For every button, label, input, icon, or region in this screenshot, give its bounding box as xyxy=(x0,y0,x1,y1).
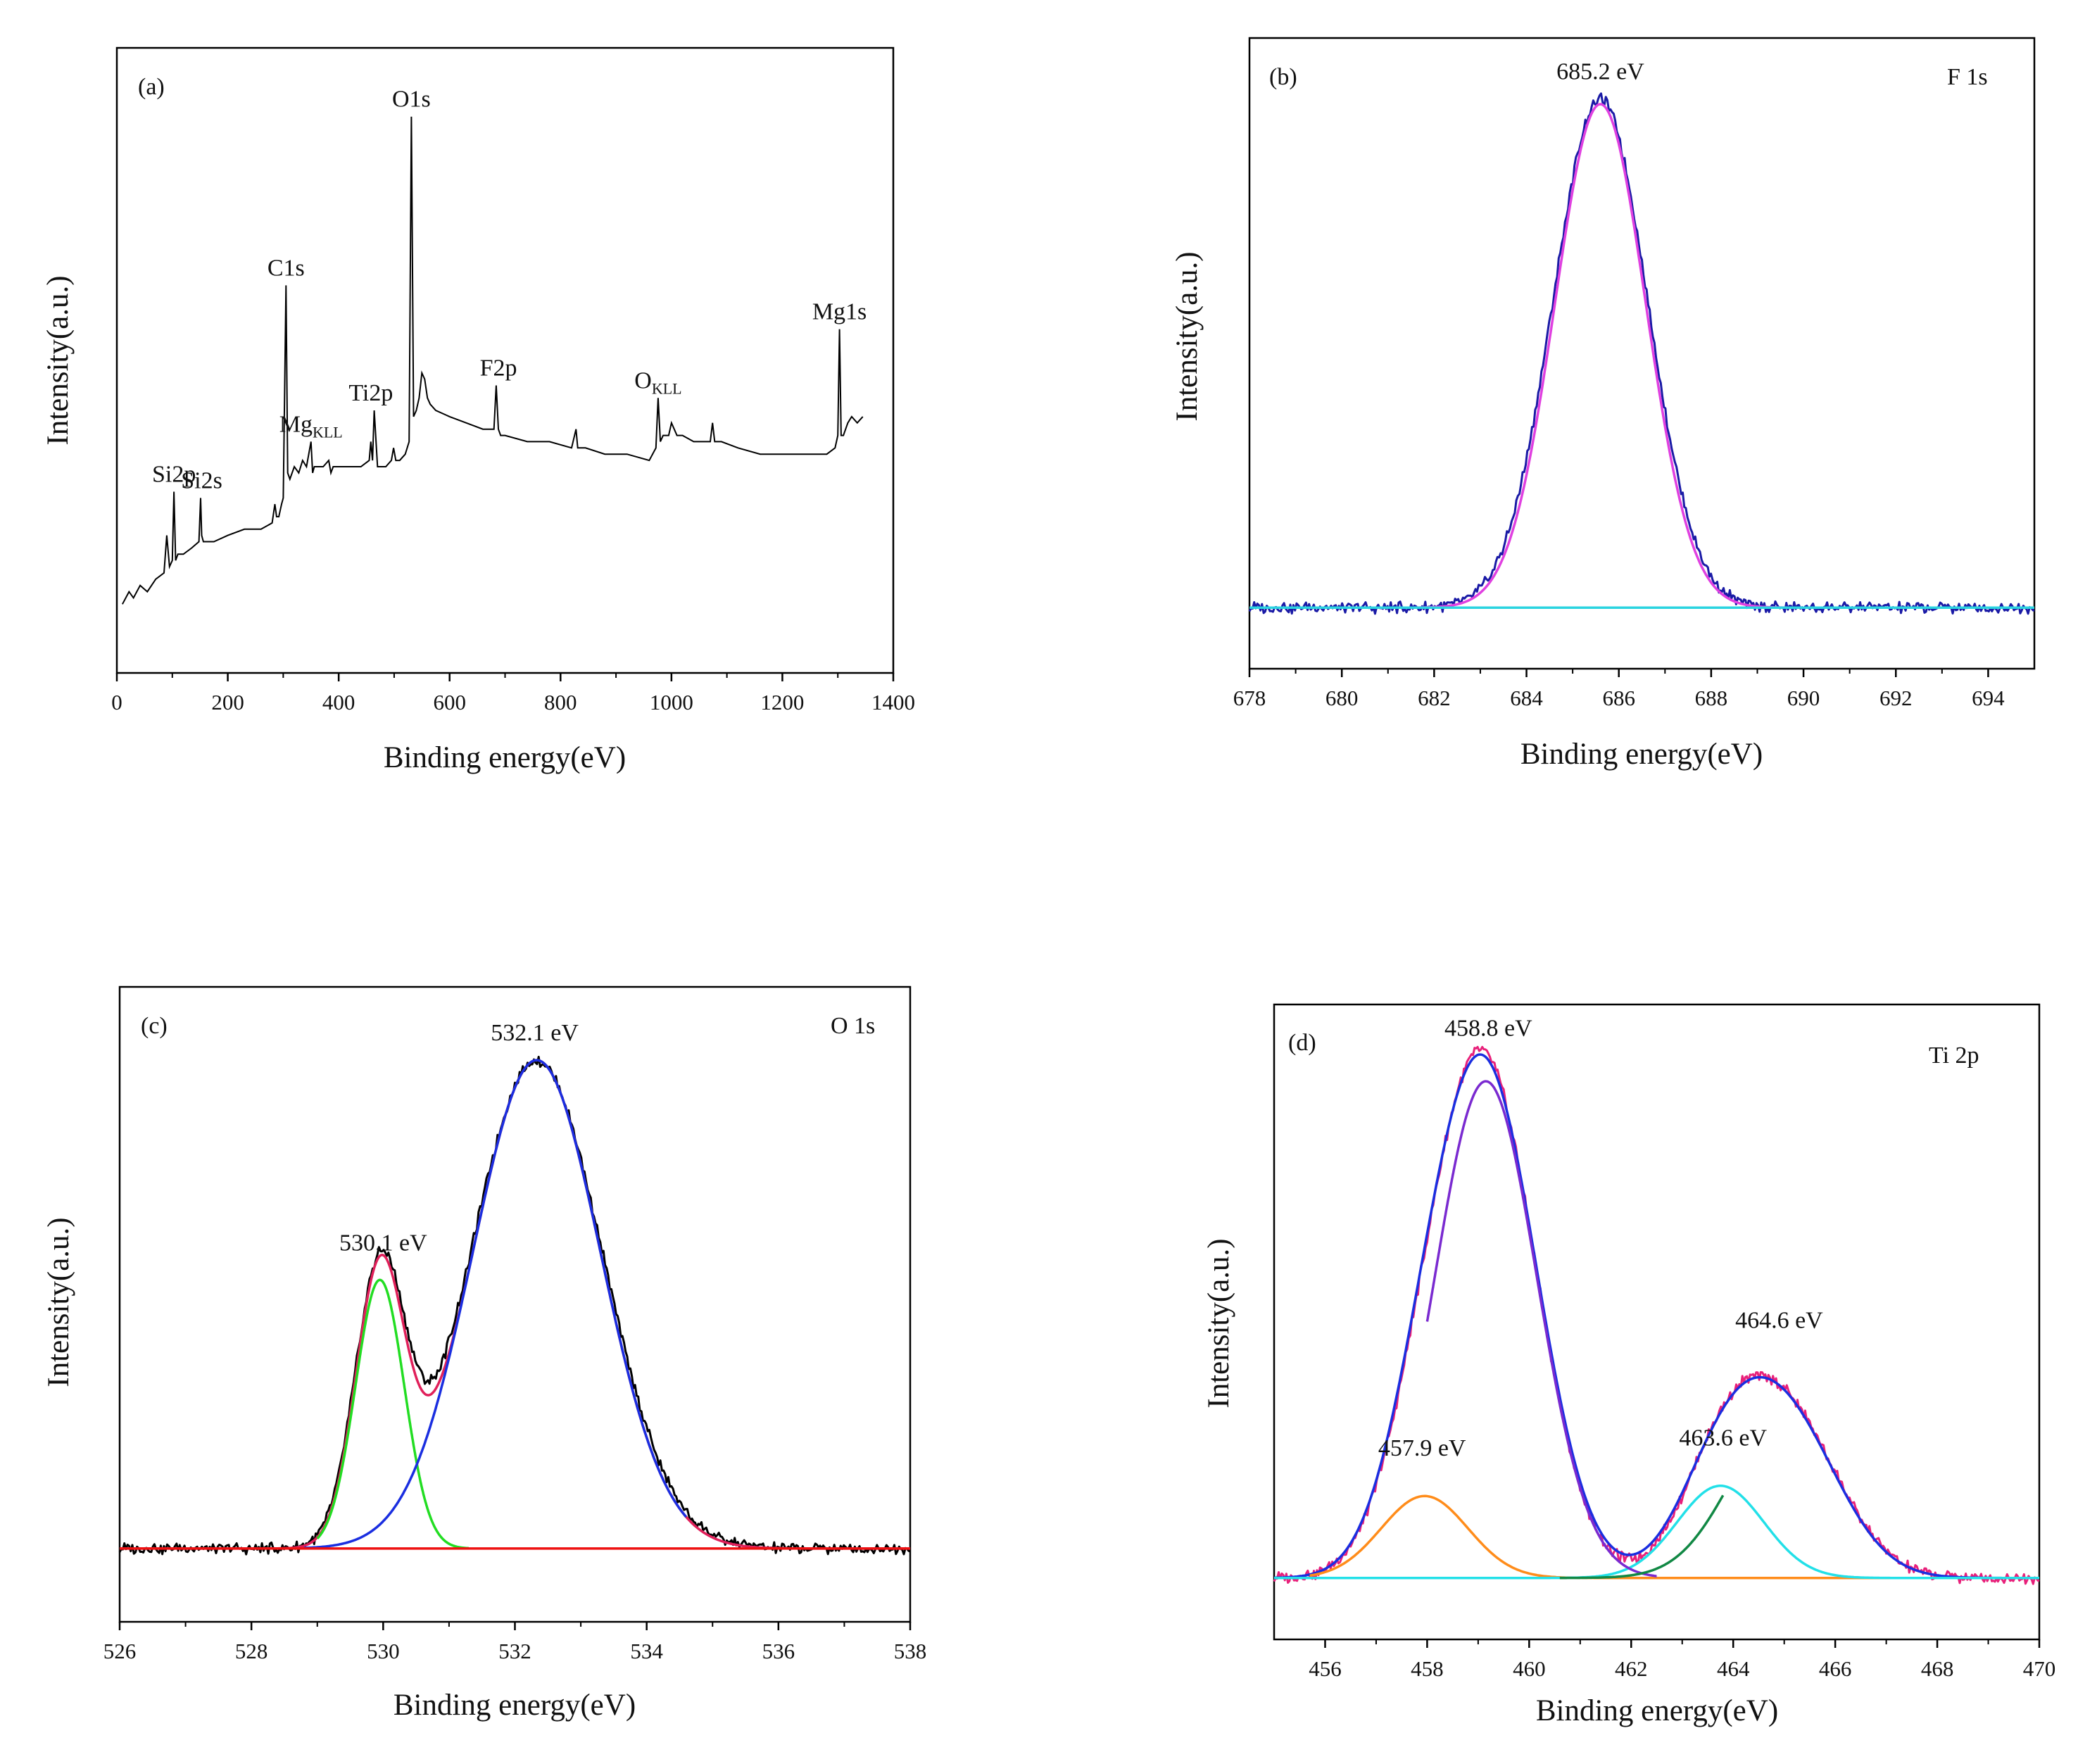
panel-d-y-axis-title: Intensity(a.u.) xyxy=(1202,1238,1235,1408)
panel-b-x-axis-title: Binding energy(eV) xyxy=(1520,738,1763,771)
panel-a-x-axis-title: Binding energy(eV) xyxy=(384,741,626,774)
x-tick-label: 1200 xyxy=(760,690,804,714)
peak-annotation-f2p: F2p xyxy=(480,355,517,382)
peak-annotation-si2p: Si2p xyxy=(152,461,196,487)
x-tick-label: 1400 xyxy=(871,690,915,714)
x-tick-label: 682 xyxy=(1418,686,1451,710)
panel-b-x-ticks: 678 680 682 684 686 688 690 692 694 xyxy=(1233,669,2005,710)
panel-a-x-ticks: 0 200 400 600 800 1000 1200 1400 xyxy=(111,673,915,714)
x-tick-label: 528 xyxy=(235,1639,268,1663)
panel-d-frame xyxy=(1273,1003,2041,1641)
panel-b-plot-area xyxy=(1248,92,2035,615)
panel-d-peak-label-463.6: 463.6 eV xyxy=(1679,1425,1767,1451)
x-tick-label: 694 xyxy=(1972,686,2005,710)
x-tick-label: 538 xyxy=(894,1639,927,1663)
panel-c-x-axis-title: Binding energy(eV) xyxy=(393,1689,636,1722)
panel-d-plot-area xyxy=(1273,1045,2040,1585)
x-tick-label: 600 xyxy=(433,690,466,714)
x-tick-label: 458 xyxy=(1411,1656,1444,1681)
series-raw-line xyxy=(1273,1045,2040,1585)
x-tick-label: 0 xyxy=(111,690,122,714)
peak-annotation-mg-kll: MgKLL xyxy=(279,411,343,441)
panel-c-x-ticks: 526 528 530 532 534 536 538 xyxy=(103,1622,927,1663)
panel-b-peak-label: 685.2 eV xyxy=(1556,59,1644,85)
panel-c-plot-area xyxy=(118,1055,911,1556)
x-tick-label: 532 xyxy=(498,1639,531,1663)
panel-c-title: O 1s xyxy=(831,1013,875,1039)
panel-d-x-ticks: 456 458 460 462 464 466 468 470 xyxy=(1309,1639,2055,1681)
x-tick-label: 686 xyxy=(1602,686,1635,710)
panel-a-y-axis-title: Intensity(a.u.) xyxy=(42,275,75,445)
x-tick-label: 684 xyxy=(1510,686,1543,710)
series-raw-line xyxy=(118,1055,911,1556)
panel-b-title: F 1s xyxy=(1947,64,1988,90)
panel-d-ti2p: 456 458 460 462 464 466 468 470 (d) Ti 2p 458.8… xyxy=(1202,1003,2055,1727)
panel-b-frame xyxy=(1248,37,2036,670)
series-envelope-line xyxy=(1273,1053,2039,1580)
peak-annotation-ti2p: Ti2p xyxy=(348,380,393,406)
x-tick-label: 800 xyxy=(544,690,577,714)
x-tick-label: 466 xyxy=(1819,1656,1852,1681)
x-tick-label: 460 xyxy=(1513,1656,1546,1681)
series-component-463.6-line xyxy=(1274,1485,2039,1580)
series-envelope-line xyxy=(120,1059,910,1550)
series-component-532.1-line xyxy=(303,1059,688,1549)
panel-b-label: (b) xyxy=(1269,64,1297,90)
peak-annotation-o-kll: OKLL xyxy=(634,367,681,397)
peak-annotation-o1s: O1s xyxy=(392,87,431,113)
panel-c-label: (c) xyxy=(141,1013,168,1039)
series-fit-line xyxy=(1249,103,2034,610)
series-component-458.8-line xyxy=(1425,1080,1658,1577)
peak-annotation-mg1s: Mg1s xyxy=(812,299,867,325)
panel-d-title: Ti 2p xyxy=(1929,1042,1979,1069)
peak-annotation-si2s: Si2s xyxy=(181,467,222,493)
panel-c-y-axis-title: Intensity(a.u.) xyxy=(42,1217,75,1387)
x-tick-label: 534 xyxy=(630,1639,663,1663)
x-tick-label: 400 xyxy=(322,690,355,714)
x-tick-label: 678 xyxy=(1233,686,1266,710)
series-component-464.6-line xyxy=(1558,1494,1725,1580)
x-tick-label: 468 xyxy=(1921,1656,1954,1681)
panel-b-f1s: 678 680 682 684 686 688 690 692 694 (b) F 1s 685… xyxy=(1171,37,2036,771)
x-tick-label: 690 xyxy=(1787,686,1820,710)
x-tick-label: 462 xyxy=(1615,1656,1648,1681)
x-tick-label: 536 xyxy=(762,1639,795,1663)
series-component-530.1-line xyxy=(316,1278,470,1550)
series-raw-line xyxy=(1248,92,2035,615)
panel-d-peak-label-457.9: 457.9 eV xyxy=(1378,1435,1466,1461)
panel-c-o1s: 526 528 530 532 534 536 538 (c) O 1s 530.1 eV … xyxy=(42,985,927,1722)
x-tick-label: 530 xyxy=(367,1639,400,1663)
panel-d-x-axis-title: Binding energy(eV) xyxy=(1536,1694,1778,1727)
panel-d-label: (d) xyxy=(1288,1030,1316,1056)
x-tick-label: 456 xyxy=(1309,1656,1342,1681)
panel-a-label: (a) xyxy=(138,74,165,100)
x-tick-label: 464 xyxy=(1717,1656,1750,1681)
x-tick-label: 680 xyxy=(1325,686,1359,710)
x-tick-label: 688 xyxy=(1695,686,1728,710)
panel-d-peak-label-464.6: 464.6 eV xyxy=(1735,1307,1823,1333)
x-tick-label: 526 xyxy=(103,1639,137,1663)
panel-c-peak-label-530: 530.1 eV xyxy=(339,1230,427,1256)
x-tick-label: 692 xyxy=(1879,686,1913,710)
panel-d-peak-label-458.8: 458.8 eV xyxy=(1444,1016,1532,1042)
x-tick-label: 470 xyxy=(2023,1656,2056,1681)
panel-b-y-axis-title: Intensity(a.u.) xyxy=(1171,251,1204,421)
peak-annotation-c1s: C1s xyxy=(267,255,305,281)
panel-c-peak-label-532: 532.1 eV xyxy=(491,1020,579,1046)
x-tick-label: 1000 xyxy=(650,690,693,714)
x-tick-label: 200 xyxy=(211,690,244,714)
survey-spectrum-line xyxy=(122,116,864,605)
